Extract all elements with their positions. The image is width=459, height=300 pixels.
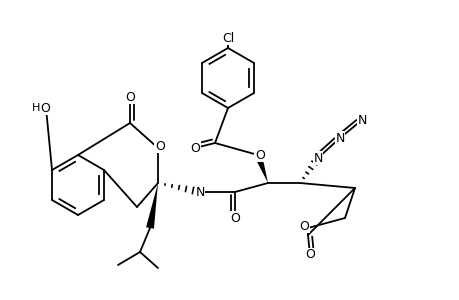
Text: O: O — [304, 248, 314, 262]
Text: O: O — [254, 148, 264, 161]
Text: O: O — [230, 212, 240, 224]
Text: O: O — [298, 220, 308, 232]
Text: O: O — [125, 91, 134, 103]
Polygon shape — [254, 154, 268, 183]
Text: N: N — [357, 113, 366, 127]
Text: N: N — [335, 131, 344, 145]
Text: N: N — [313, 152, 322, 164]
Text: O: O — [155, 140, 165, 152]
Text: O: O — [40, 101, 50, 115]
Text: O: O — [190, 142, 200, 154]
Text: N: N — [195, 185, 204, 199]
Text: H: H — [32, 103, 40, 113]
Text: Cl: Cl — [221, 32, 234, 44]
Polygon shape — [146, 183, 157, 229]
